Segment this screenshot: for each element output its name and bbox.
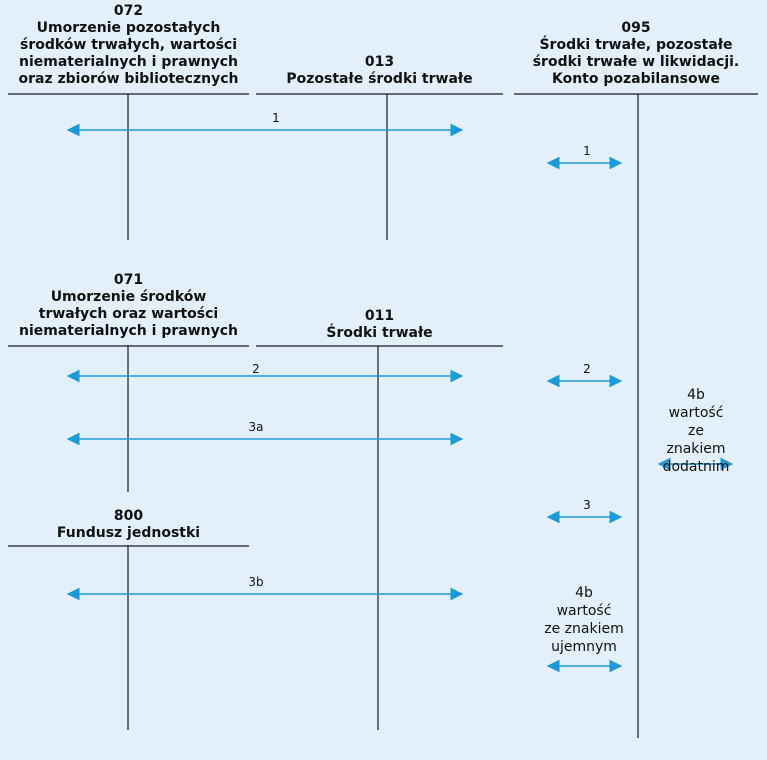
flow-label-2-offbalance: 2 xyxy=(583,362,591,376)
account-095-name: Środki trwałe, pozostałe środki trwałe w… xyxy=(532,37,740,87)
account-095-header: 095 Środki trwałe, pozostałe środki trwa… xyxy=(514,20,758,88)
account-011-number: 011 xyxy=(364,308,395,324)
flow-label-3b: 3b xyxy=(248,575,264,589)
account-800-name: Fundusz jednostki xyxy=(56,525,201,541)
account-072-name: Umorzenie pozostałych środków trwałych, … xyxy=(18,20,239,87)
flow-label-1-main: 1 xyxy=(272,111,280,125)
account-072-header: 072 Umorzenie pozostałych środków trwały… xyxy=(8,3,249,88)
account-071-name: Umorzenie środków trwałych oraz wartości… xyxy=(18,289,238,339)
flow-label-1-offbalance: 1 xyxy=(583,144,591,158)
account-013-number: 013 xyxy=(364,54,395,70)
account-800-header: 800 Fundusz jednostki xyxy=(8,508,249,542)
flow-label-2-main: 2 xyxy=(252,362,260,376)
note-4b-negative: 4b wartość ze znakiem ujemnym xyxy=(544,585,624,655)
account-011-header: 011 Środki trwałe xyxy=(256,308,503,342)
account-013-header: 013 Pozostałe środki trwałe xyxy=(256,54,503,88)
account-013-name: Pozostałe środki trwałe xyxy=(286,71,473,87)
account-071-number: 071 xyxy=(113,272,144,288)
account-072-number: 072 xyxy=(113,3,144,19)
account-800-number: 800 xyxy=(113,508,144,524)
account-011-name: Środki trwałe xyxy=(326,325,433,341)
note-4b-positive: 4b wartość ze znakiem dodatnim xyxy=(662,387,730,475)
flow-label-3-offbalance: 3 xyxy=(583,498,591,512)
flow-label-3a: 3a xyxy=(248,420,264,434)
account-095-number: 095 xyxy=(621,20,651,36)
account-071-header: 071 Umorzenie środków trwałych oraz wart… xyxy=(8,272,249,340)
